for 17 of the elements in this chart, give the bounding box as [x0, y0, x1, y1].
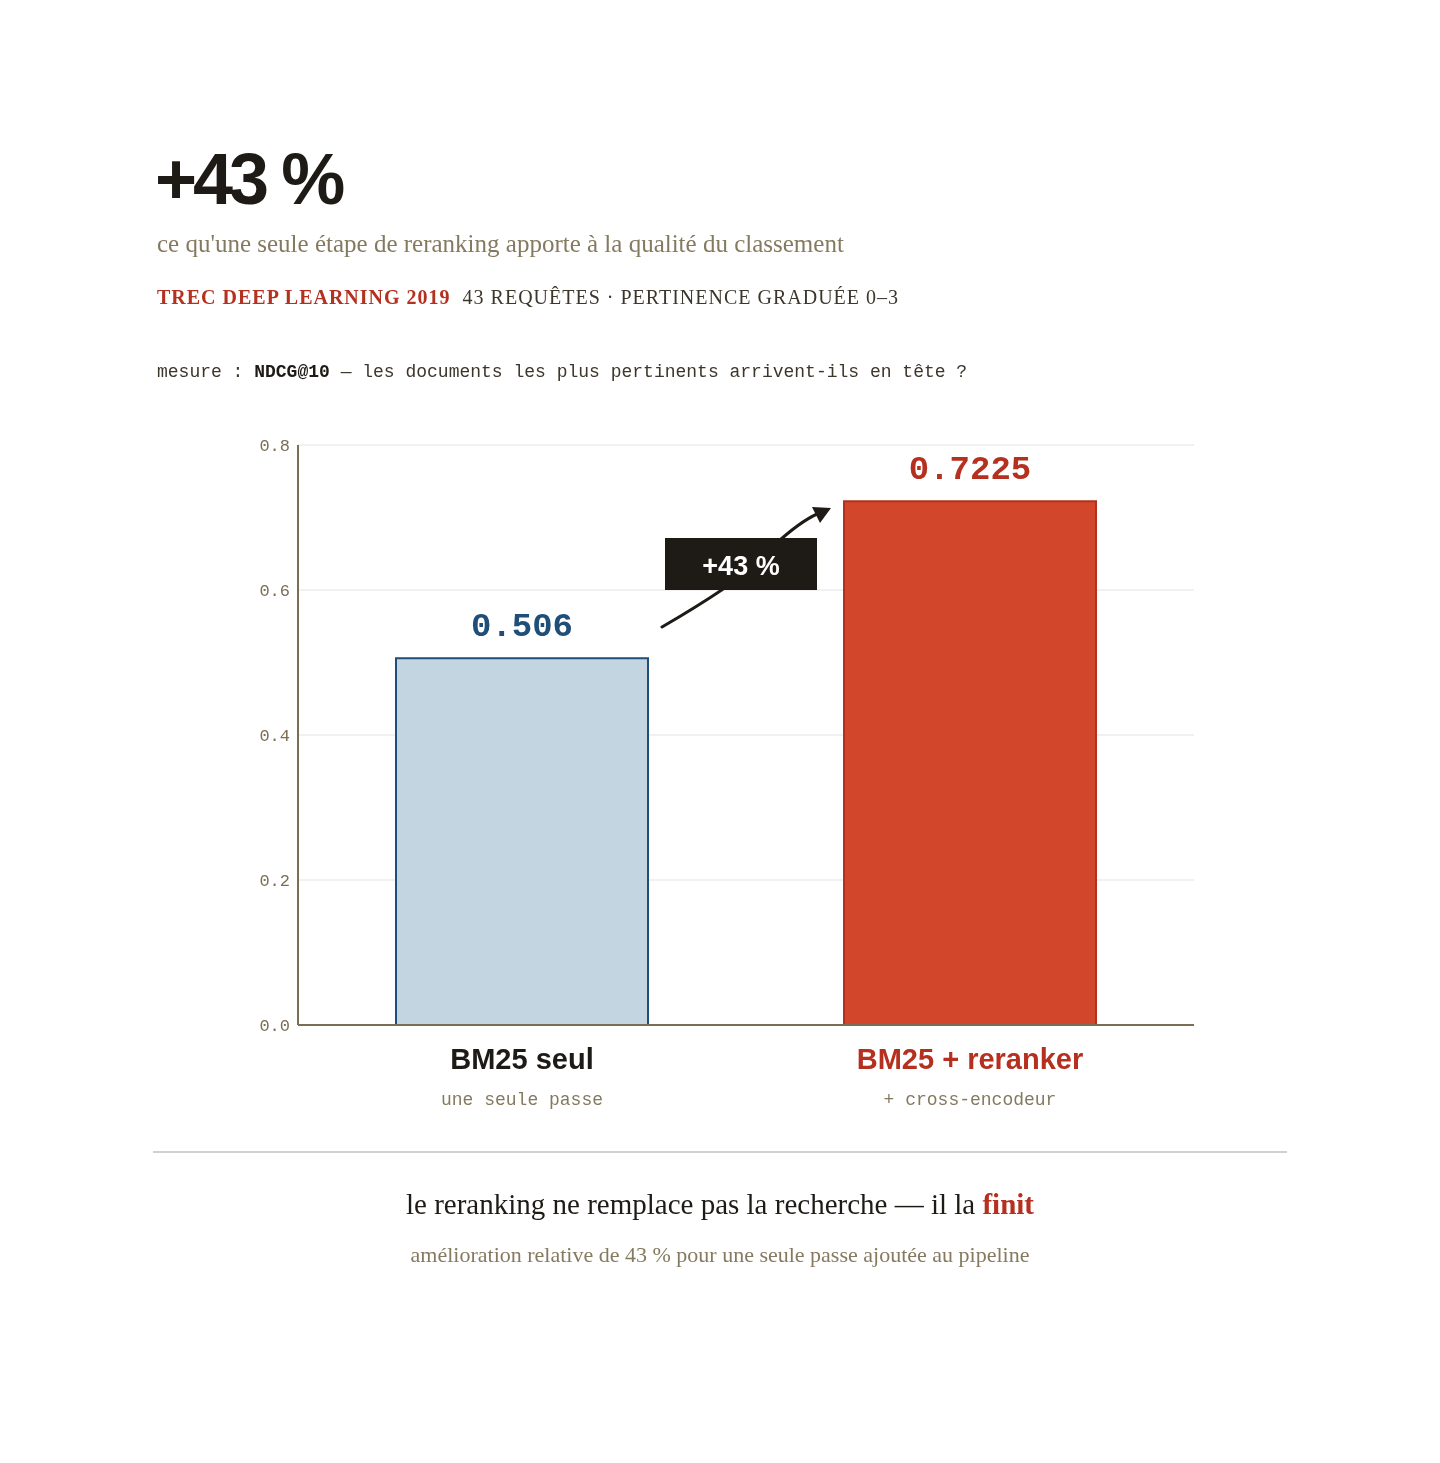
annotation: +43 %	[702, 551, 780, 581]
y-tick-label: 0.0	[259, 1017, 290, 1037]
data-label: 0.7225	[908, 451, 1032, 490]
chart-title: +43 %	[155, 138, 342, 220]
text: 43 REQUÊTES · PERTINENCE GRADUÉE 0–3	[462, 286, 900, 308]
x-tick-label: BM25 seul une seule passe	[440, 1043, 604, 1110]
text: mesure : NDCG@10 — les documents les plus pertinents arrivent-ils en tête ?	[157, 362, 968, 382]
y-tick-label: 0.8	[259, 437, 290, 457]
text: amélioration relative de 43 % pour une seule passe ajoutée au pipeline	[409, 1242, 1031, 1268]
x-tick-label: BM25 + reranker + cross-encodeur	[856, 1043, 1084, 1110]
y-tick-label: 0.2	[259, 872, 290, 892]
text: TREC DEEP LEARNING 2019	[157, 286, 451, 308]
data-label: 0.506	[470, 608, 574, 647]
y-tick-label: 0.6	[259, 582, 290, 602]
chart-subtitle: ce qu'une seule étape de reranking apporte à la qualité du classement	[157, 230, 844, 258]
y-tick-label: 0.4	[259, 727, 290, 747]
text: le reranking ne remplace pas la recherche — il la finit	[404, 1188, 1035, 1221]
